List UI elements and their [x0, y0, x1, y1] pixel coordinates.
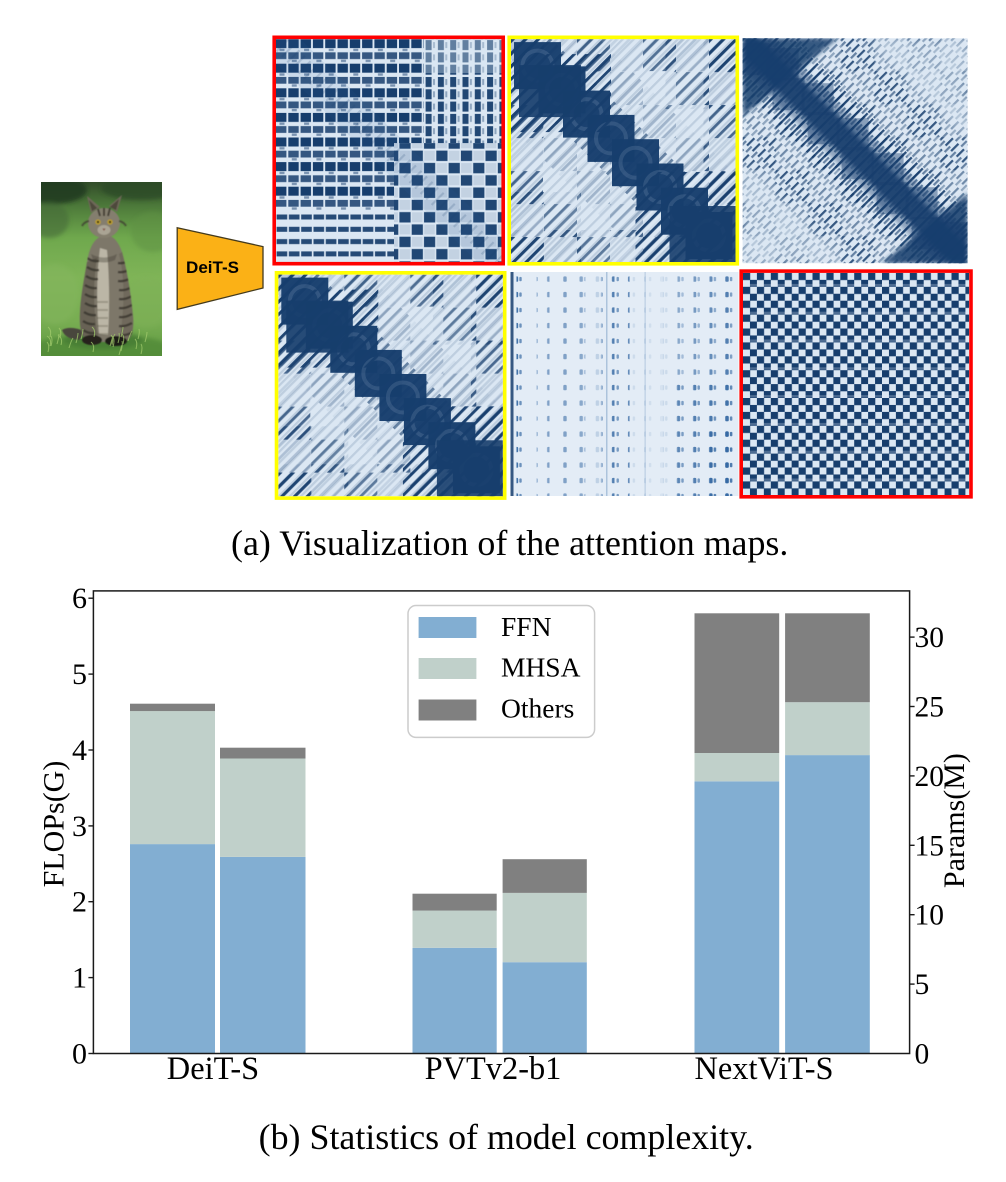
svg-text:3: 3: [72, 810, 87, 843]
svg-text:PVTv2-b1: PVTv2-b1: [425, 1051, 562, 1087]
svg-text:NextViT-S: NextViT-S: [694, 1051, 833, 1087]
svg-text:30: 30: [915, 622, 945, 654]
svg-text:(b) Statistics of model comple: (b) Statistics of model complexity.: [259, 1117, 754, 1157]
svg-text:(a) Visualization of the atten: (a) Visualization of the attention maps.: [231, 523, 788, 563]
svg-text:DeiT-S: DeiT-S: [167, 1051, 259, 1087]
svg-text:25: 25: [915, 692, 945, 724]
svg-text:15: 15: [915, 830, 945, 862]
svg-text:1: 1: [72, 962, 87, 995]
svg-text:2: 2: [72, 886, 87, 919]
svg-text:0: 0: [915, 1039, 930, 1071]
svg-text:Others: Others: [501, 693, 574, 724]
svg-text:6: 6: [72, 582, 87, 615]
svg-text:10: 10: [915, 900, 945, 932]
svg-text:4: 4: [72, 734, 87, 767]
svg-text:Params(M): Params(M): [938, 753, 971, 888]
svg-text:FFN: FFN: [501, 611, 552, 642]
svg-text:DeiT-S: DeiT-S: [186, 258, 239, 277]
svg-text:MHSA: MHSA: [501, 652, 581, 683]
svg-text:20: 20: [915, 761, 945, 793]
svg-text:FLOPs(G): FLOPs(G): [38, 761, 71, 888]
svg-text:5: 5: [915, 969, 930, 1001]
svg-text:0: 0: [72, 1038, 87, 1071]
svg-text:5: 5: [72, 658, 87, 691]
